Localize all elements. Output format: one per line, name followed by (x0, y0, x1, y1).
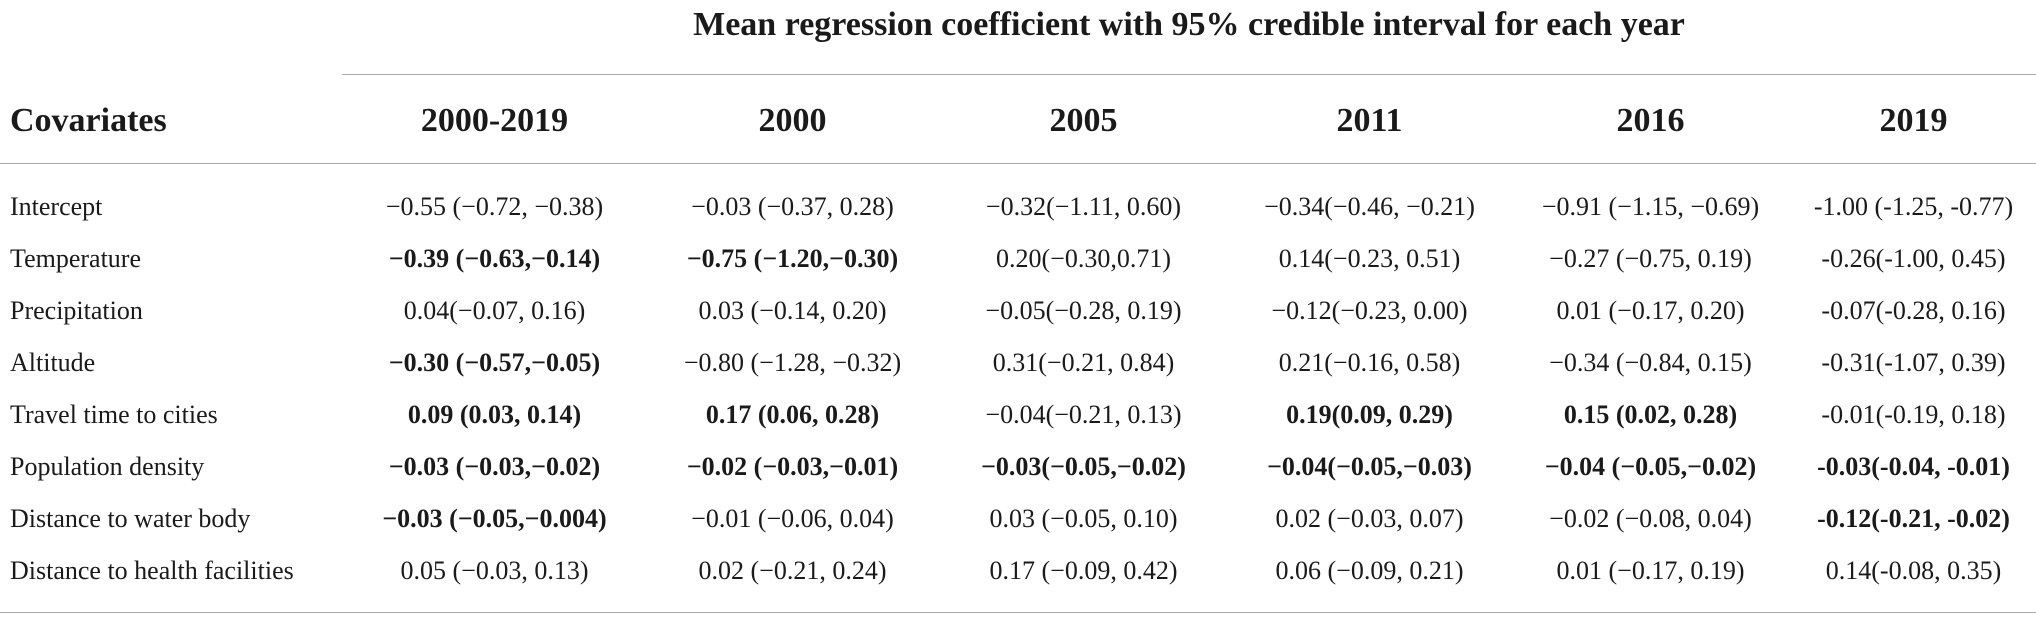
coefficient-cell: 0.17 (−0.09, 0.42) (989, 556, 1178, 585)
coefficient-cell: −0.34(−0.46, −0.21) (1264, 192, 1475, 221)
coefficient-cell: −0.04(−0.05,−0.03) (1267, 452, 1472, 481)
covariate-label: Population density (10, 452, 205, 481)
table-row: Altitude −0.30 (−0.57,−0.05) −0.80 (−1.28,… (0, 337, 2036, 389)
coefficient-cell: −0.39 (−0.63,−0.14) (388, 244, 601, 273)
covariate-label: Altitude (10, 348, 96, 377)
coefficient-cell: -0.07(-0.28, 0.16) (1821, 296, 2006, 325)
covariate-label: Distance to water body (10, 504, 251, 533)
table-row: Population density −0.03 (−0.03,−0.02) −0.… (0, 441, 2036, 493)
covariate-label: Precipitation (10, 296, 143, 325)
covariate-label: Intercept (10, 192, 103, 221)
coefficient-cell: 0.02 (−0.21, 0.24) (698, 556, 887, 585)
coefficient-cell: −0.91 (−1.15, −0.69) (1541, 192, 1760, 221)
coefficient-cell: 0.31(−0.21, 0.84) (992, 348, 1175, 377)
coefficient-cell: 0.02 (−0.03, 0.07) (1275, 504, 1464, 533)
table-row: Precipitation 0.04(−0.07, 0.16) 0.03 (−0.1… (0, 285, 2036, 337)
table-row: Distance to water body −0.03 (−0.05,−0.00… (0, 493, 2036, 545)
coefficient-cell: 0.14(−0.23, 0.51) (1278, 244, 1461, 273)
coefficient-cell: −0.55 (−0.72, −0.38) (385, 192, 604, 221)
coefficient-cell: -0.31(-1.07, 0.39) (1821, 348, 2006, 377)
coefficient-cell: −0.03(−0.05,−0.02) (981, 452, 1186, 481)
coefficient-cell: -0.01(-0.19, 0.18) (1821, 400, 2006, 429)
coefficient-cell: 0.21(−0.16, 0.58) (1278, 348, 1461, 377)
coefficient-cell: 0.20(−0.30,0.71) (996, 244, 1171, 273)
coefficient-cell: 0.05 (−0.03, 0.13) (400, 556, 589, 585)
covariate-label: Travel time to cities (10, 400, 218, 429)
coefficient-cell: 0.01 (−0.17, 0.19) (1556, 556, 1745, 585)
column-header-2019: 2019 (1879, 102, 1948, 139)
coefficient-cell: −0.27 (−0.75, 0.19) (1549, 244, 1752, 273)
coefficient-cell: -0.03(-0.04, -0.01) (1817, 452, 2010, 481)
coefficient-cell: −0.03 (−0.37, 0.28) (691, 192, 894, 221)
table-bottom-rule (0, 612, 2036, 613)
coefficient-cell: -0.12(-0.21, -0.02) (1817, 504, 2010, 533)
column-header-2000: 2000 (758, 102, 827, 139)
coefficient-cell: −0.30 (−0.57,−0.05) (388, 348, 601, 377)
table-row: Travel time to cities 0.09 (0.03, 0.14) 0.… (0, 389, 2036, 441)
column-header-2011: 2011 (1336, 102, 1403, 139)
coefficient-cell: −0.03 (−0.05,−0.004) (382, 504, 607, 533)
coefficient-cell: −0.03 (−0.03,−0.02) (388, 452, 601, 481)
coefficient-cell: 0.06 (−0.09, 0.21) (1275, 556, 1464, 585)
coefficient-cell: −0.80 (−1.28, −0.32) (683, 348, 902, 377)
coefficient-cell: 0.03 (−0.05, 0.10) (989, 504, 1178, 533)
column-header-2005: 2005 (1049, 102, 1118, 139)
coefficient-cell: 0.03 (−0.14, 0.20) (698, 296, 887, 325)
coefficient-cell: 0.01 (−0.17, 0.20) (1556, 296, 1745, 325)
coefficient-cell: 0.14(-0.08, 0.35) (1825, 556, 2002, 585)
coefficient-cell: -1.00 (-1.25, -0.77) (1813, 192, 2014, 221)
spanning-header-rule (342, 74, 2036, 75)
spanning-column-title: Mean regression coefficient with 95% cre… (693, 6, 1685, 43)
coefficient-cell: −0.04(−0.21, 0.13) (985, 400, 1182, 429)
coefficient-cell: −0.32(−1.11, 0.60) (985, 192, 1182, 221)
column-header-2000-2019: 2000-2019 (420, 102, 569, 139)
coefficient-cell: −0.02 (−0.03,−0.01) (686, 452, 899, 481)
table-row: Temperature −0.39 (−0.63,−0.14) −0.75 (−1.… (0, 233, 2036, 285)
table-row: Intercept −0.55 (−0.72, −0.38) −0.03 (−0.3… (0, 181, 2036, 233)
coefficient-cell: −0.05(−0.28, 0.19) (985, 296, 1182, 325)
table-row: Distance to health facilities 0.05 (−0.03… (0, 545, 2036, 597)
coefficient-cell: −0.75 (−1.20,−0.30) (686, 244, 899, 273)
coefficient-cell: −0.01 (−0.06, 0.04) (691, 504, 894, 533)
coefficient-cell: 0.09 (0.03, 0.14) (407, 400, 582, 429)
coefficient-cell: −0.02 (−0.08, 0.04) (1549, 504, 1752, 533)
coefficient-cell: 0.04(−0.07, 0.16) (403, 296, 586, 325)
table-header-row: Covariates 2000-2019 2000 2005 2011 2016… (0, 82, 2036, 160)
coefficient-cell: −0.04 (−0.05,−0.02) (1544, 452, 1757, 481)
coefficient-cell: −0.34 (−0.84, 0.15) (1549, 348, 1752, 377)
column-header-covariates: Covariates (10, 102, 167, 139)
covariate-label: Temperature (10, 244, 141, 273)
coefficient-cell: -0.26(-1.00, 0.45) (1821, 244, 2006, 273)
coefficient-cell: 0.19(0.09, 0.29) (1286, 400, 1453, 429)
coefficient-cell: 0.15 (0.02, 0.28) (1563, 400, 1738, 429)
table-body: Intercept −0.55 (−0.72, −0.38) −0.03 (−0.3… (0, 181, 2036, 597)
header-bottom-rule (0, 163, 2036, 164)
column-header-2016: 2016 (1616, 102, 1685, 139)
coefficient-cell: −0.12(−0.23, 0.00) (1271, 296, 1468, 325)
coefficient-cell: 0.17 (0.06, 0.28) (705, 400, 880, 429)
covariate-label: Distance to health facilities (10, 556, 294, 585)
